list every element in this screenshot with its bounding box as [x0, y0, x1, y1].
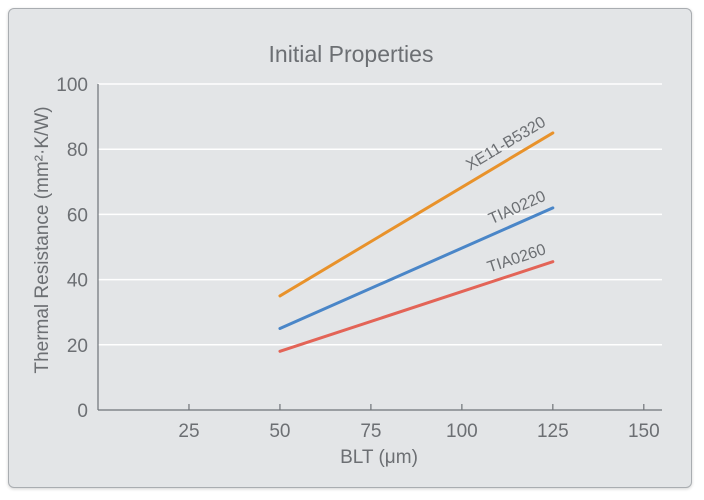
- chart-title: Initial Properties: [269, 41, 434, 67]
- x-tick-label: 75: [360, 421, 381, 442]
- x-tick-label: 100: [446, 421, 478, 442]
- y-tick-label: 100: [56, 75, 88, 96]
- gridlines: [98, 83, 662, 346]
- y-tick-label: 60: [67, 205, 88, 226]
- y-tick-label: 40: [67, 271, 88, 292]
- x-tick-label: 150: [628, 421, 660, 442]
- y-tick-label: 80: [67, 140, 88, 161]
- series-label-tia0260: TIA0260: [485, 241, 548, 276]
- y-axis-ticks: 0 20 40 60 80 100: [56, 75, 88, 422]
- chart-panel: [8, 8, 692, 488]
- x-axis-title: BLT (μm): [340, 447, 418, 468]
- series-line-xe11-b5320: [278, 131, 555, 298]
- y-axis-title: Thermal Resistance (mm²·K/W): [32, 106, 53, 373]
- series-lines: [278, 131, 555, 353]
- x-tick-label: 25: [178, 421, 199, 442]
- y-tick-label: 0: [77, 401, 88, 422]
- series-line-tia0260: [278, 260, 555, 353]
- x-tick-label: 125: [537, 421, 569, 442]
- y-tick-label: 20: [67, 336, 88, 357]
- x-axis-ticks: 25 50 75 100 125 150: [178, 404, 660, 442]
- axes: [97, 84, 662, 411]
- x-tick-label: 50: [269, 421, 290, 442]
- series-line-tia0220: [278, 206, 555, 330]
